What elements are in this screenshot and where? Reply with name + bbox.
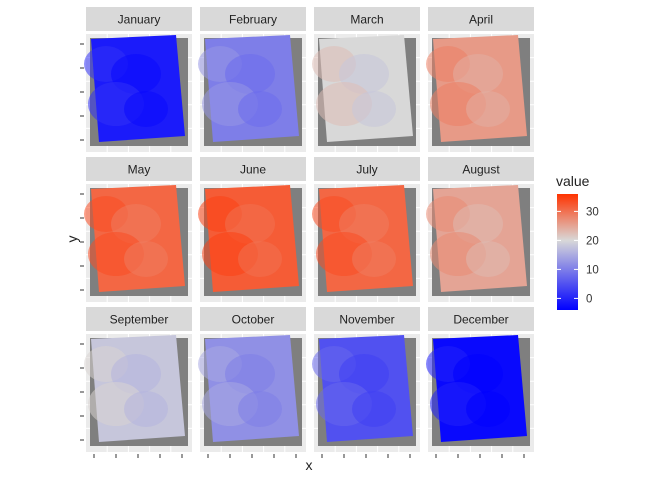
raster-patch [466,91,510,127]
legend-tick-label: 30 [586,206,599,218]
facet-panel: November [312,307,420,458]
facet-strip [314,157,420,181]
legend: value 0 10 20 30 [556,173,599,310]
raster-patch [124,91,168,127]
facet-label: April [469,13,493,27]
facet-strip [200,307,306,331]
facet-panel: October [198,307,306,458]
facet-label: February [229,13,277,27]
raster-patch [352,241,396,277]
raster-patch [352,391,396,427]
facet-label: June [240,163,266,177]
facet-strip [428,157,534,181]
facet-strip [428,7,534,31]
facet-strip [200,7,306,31]
facet-label: January [118,13,161,27]
facet-panel: June [198,157,306,302]
raster-patch [238,391,282,427]
facet-label: December [453,313,508,327]
raster-patch [352,91,396,127]
facet-strip [314,7,420,31]
facet-panel: March [312,7,420,152]
facet-strip [86,307,192,331]
facet-label: July [356,163,377,177]
facet-panel: May [80,157,192,302]
facet-panel: December [426,307,534,458]
facet-strip [86,157,192,181]
raster-patch [124,241,168,277]
legend-tick-label: 0 [586,293,592,305]
raster-patch [466,241,510,277]
facet-strip [428,307,534,331]
facet-label: May [128,163,151,177]
facet-label: September [110,313,169,327]
facet-label: November [339,313,394,327]
facet-panel: February [198,7,306,152]
facet-panel: April [426,7,534,152]
facet-label: March [350,13,383,27]
legend-tick-label: 10 [586,264,599,276]
facet-label: August [462,163,500,177]
facet-strip [86,7,192,31]
facet-strip [314,307,420,331]
x-axis-label: x [306,457,313,473]
raster-patch [466,391,510,427]
raster-patch [238,91,282,127]
facet-label: October [232,313,275,327]
raster-patch [124,391,168,427]
facet-panel: September [80,307,192,458]
y-axis-label: y [64,236,80,243]
legend-title: value [556,173,590,189]
facet-panel: January [80,7,192,152]
facet-strip [200,157,306,181]
facet-panel: July [312,157,420,302]
facet-panel: August [426,157,534,302]
raster-patch [238,241,282,277]
legend-tick-label: 20 [586,235,599,247]
legend-colorbar [557,194,578,310]
